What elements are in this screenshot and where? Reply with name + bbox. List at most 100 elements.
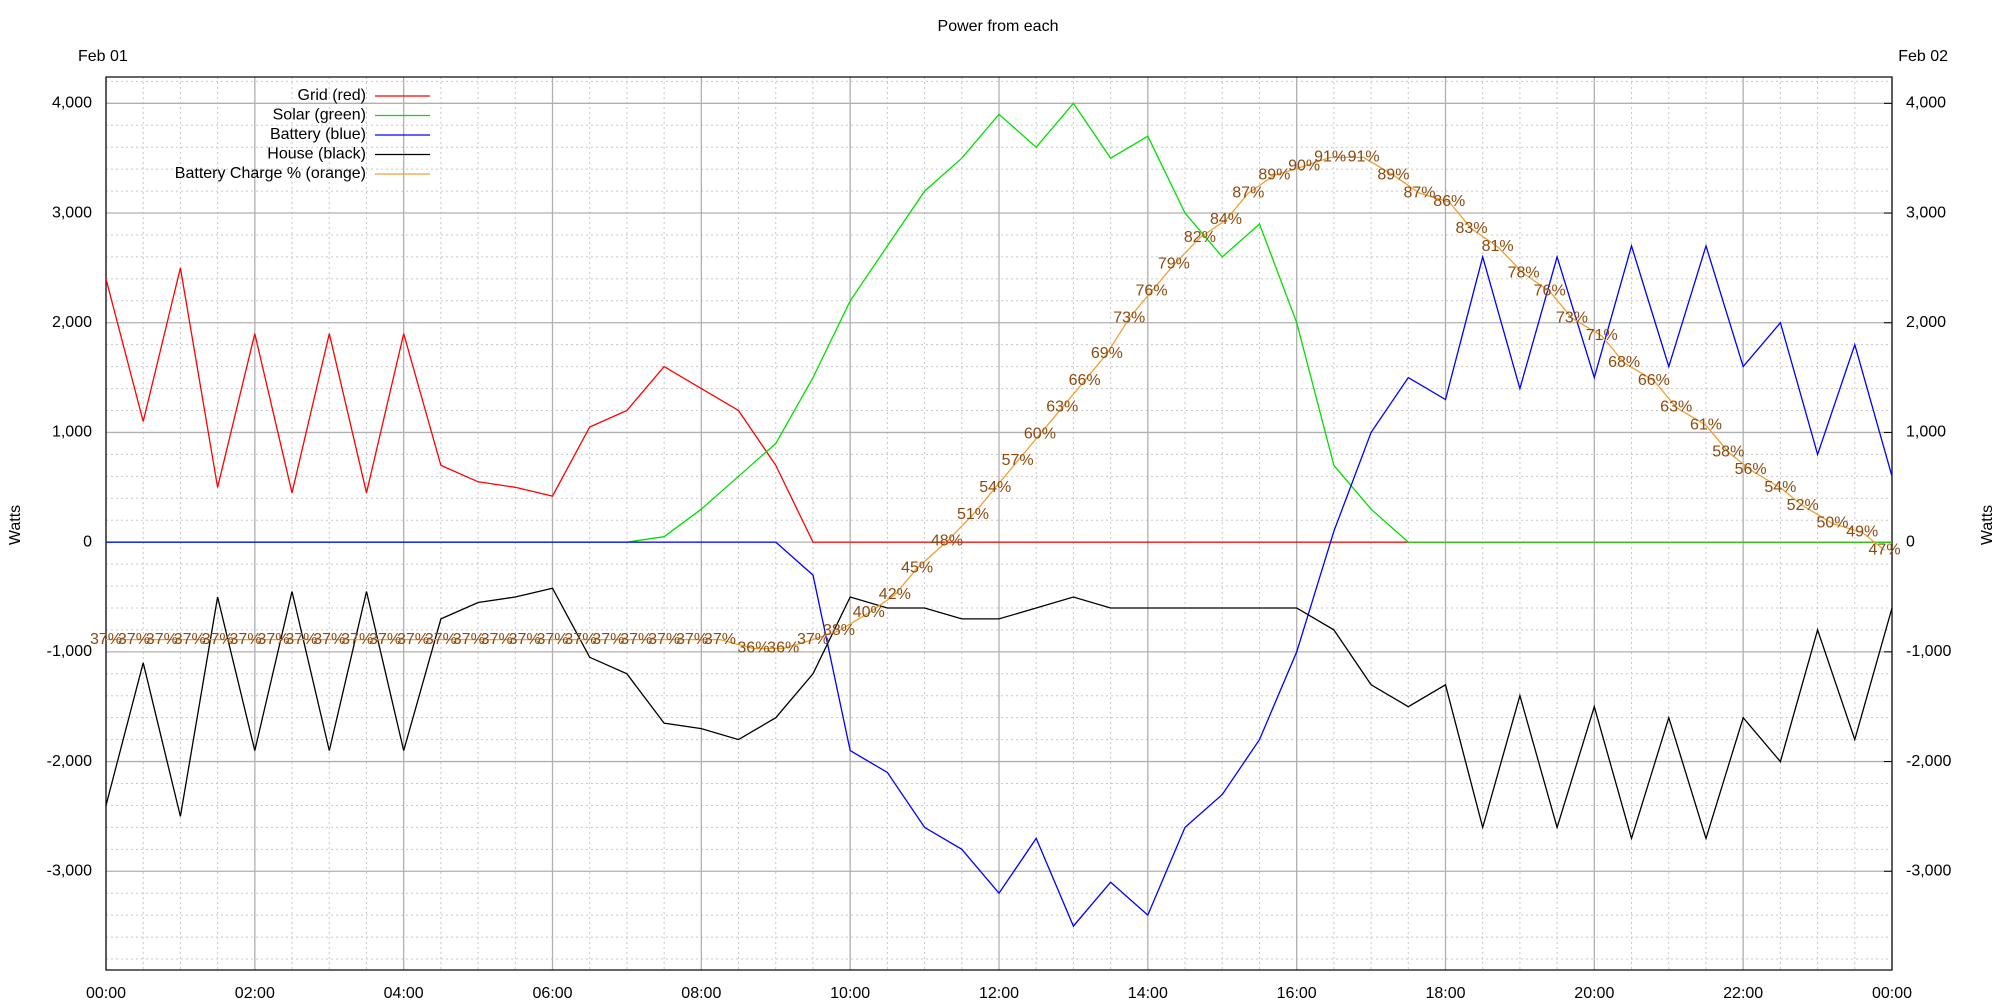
data-label: 89% — [1377, 166, 1409, 183]
data-label: 48% — [931, 533, 963, 550]
y-tick-label: 1,000 — [52, 424, 92, 441]
data-label: 87% — [1403, 184, 1435, 201]
data-label: 37% — [369, 631, 401, 648]
data-label: 37% — [509, 631, 541, 648]
data-label: 37% — [90, 631, 122, 648]
data-label: 68% — [1608, 354, 1640, 371]
data-label: 73% — [1556, 309, 1588, 326]
y2-tick-label: 2,000 — [1906, 314, 1946, 331]
data-label: 91% — [1314, 149, 1346, 166]
x-tick-label: 08:00 — [681, 985, 721, 1000]
y-tick-label: 3,000 — [52, 204, 92, 221]
data-label: 37% — [202, 631, 234, 648]
data-label: 37% — [620, 631, 652, 648]
data-label: 50% — [1816, 515, 1848, 532]
data-label: 63% — [1660, 399, 1692, 416]
data-label: 36% — [767, 640, 799, 657]
y-tick-label: 4,000 — [52, 95, 92, 112]
x-tick-label: 20:00 — [1574, 985, 1614, 1000]
legend-label: Grid (red) — [298, 87, 366, 104]
series-line — [106, 156, 1886, 650]
x-tick-label: 00:00 — [86, 985, 126, 1000]
legend-label: House (black) — [267, 146, 366, 163]
x-tick-label: 02:00 — [235, 985, 275, 1000]
x-tick-label: 04:00 — [384, 985, 424, 1000]
data-label: 45% — [901, 559, 933, 576]
data-label: 57% — [1002, 452, 1034, 469]
data-label: 40% — [853, 604, 885, 621]
data-label: 87% — [1232, 184, 1264, 201]
data-label: 84% — [1210, 211, 1242, 228]
data-label: 51% — [957, 506, 989, 523]
data-label: 89% — [1258, 166, 1290, 183]
data-label: 83% — [1456, 220, 1488, 237]
data-label: 49% — [1846, 524, 1878, 541]
data-label: 63% — [1046, 399, 1078, 416]
data-label: 82% — [1184, 229, 1216, 246]
data-label: 66% — [1638, 372, 1670, 389]
data-label: 76% — [1534, 283, 1566, 300]
x-tick-label: 12:00 — [979, 985, 1019, 1000]
y2-tick-label: 0 — [1906, 533, 1915, 550]
chart-title: Power from each — [938, 18, 1059, 35]
data-label: 37% — [425, 631, 457, 648]
y-tick-label: -2,000 — [47, 753, 92, 770]
data-label: 37% — [648, 631, 680, 648]
data-label: 38% — [823, 622, 855, 639]
legend-label: Battery (blue) — [270, 126, 366, 143]
data-label: 73% — [1113, 309, 1145, 326]
x-tick-label: 16:00 — [1277, 985, 1317, 1000]
data-label: 52% — [1787, 497, 1819, 514]
data-label: 37% — [397, 631, 429, 648]
data-label: 37% — [676, 631, 708, 648]
x-tick-label: 00:00 — [1872, 985, 1912, 1000]
data-label: 37% — [285, 631, 317, 648]
series-line — [106, 243, 1893, 928]
data-label: 78% — [1508, 265, 1540, 282]
data-label: 91% — [1348, 149, 1380, 166]
data-label: 54% — [979, 479, 1011, 496]
y2-tick-label: -1,000 — [1906, 643, 1951, 660]
data-label: 37% — [797, 631, 829, 648]
data-label: 37% — [341, 631, 373, 648]
data-label: 37% — [536, 631, 568, 648]
y2-tick-label: 3,000 — [1906, 204, 1946, 221]
x-tick-label: 22:00 — [1723, 985, 1763, 1000]
y2-axis-label: Watts — [1979, 505, 1996, 545]
end-date: Feb 02 — [1898, 48, 1948, 65]
y2-tick-label: -2,000 — [1906, 753, 1951, 770]
x-tick-label: 14:00 — [1128, 985, 1168, 1000]
y-tick-label: 2,000 — [52, 314, 92, 331]
data-label: 37% — [592, 631, 624, 648]
data-label: 60% — [1024, 425, 1056, 442]
data-label: 58% — [1712, 443, 1744, 460]
legend-label: Battery Charge % (orange) — [175, 165, 366, 182]
y-tick-label: 0 — [83, 533, 92, 550]
start-date: Feb 01 — [78, 48, 128, 65]
y2-tick-label: 1,000 — [1906, 424, 1946, 441]
data-label: 71% — [1586, 327, 1618, 344]
series-line — [105, 587, 1893, 841]
data-label: 54% — [1764, 479, 1796, 496]
data-label: 37% — [257, 631, 289, 648]
data-label: 81% — [1482, 238, 1514, 255]
data-label: 42% — [879, 586, 911, 603]
data-label: 37% — [453, 631, 485, 648]
y2-tick-label: 4,000 — [1906, 95, 1946, 112]
data-label: 37% — [174, 631, 206, 648]
x-tick-label: 10:00 — [830, 985, 870, 1000]
x-tick-label: 18:00 — [1425, 985, 1465, 1000]
data-label: 76% — [1136, 283, 1168, 300]
data-label: 90% — [1288, 158, 1320, 175]
y-tick-label: -1,000 — [47, 643, 92, 660]
data-label: 37% — [146, 631, 178, 648]
data-label: 36% — [737, 640, 769, 657]
y2-tick-label: -3,000 — [1906, 862, 1951, 879]
data-label: 69% — [1091, 345, 1123, 362]
y-tick-label: -3,000 — [47, 862, 92, 879]
data-label: 37% — [313, 631, 345, 648]
data-label: 37% — [118, 631, 150, 648]
data-label: 79% — [1158, 256, 1190, 273]
